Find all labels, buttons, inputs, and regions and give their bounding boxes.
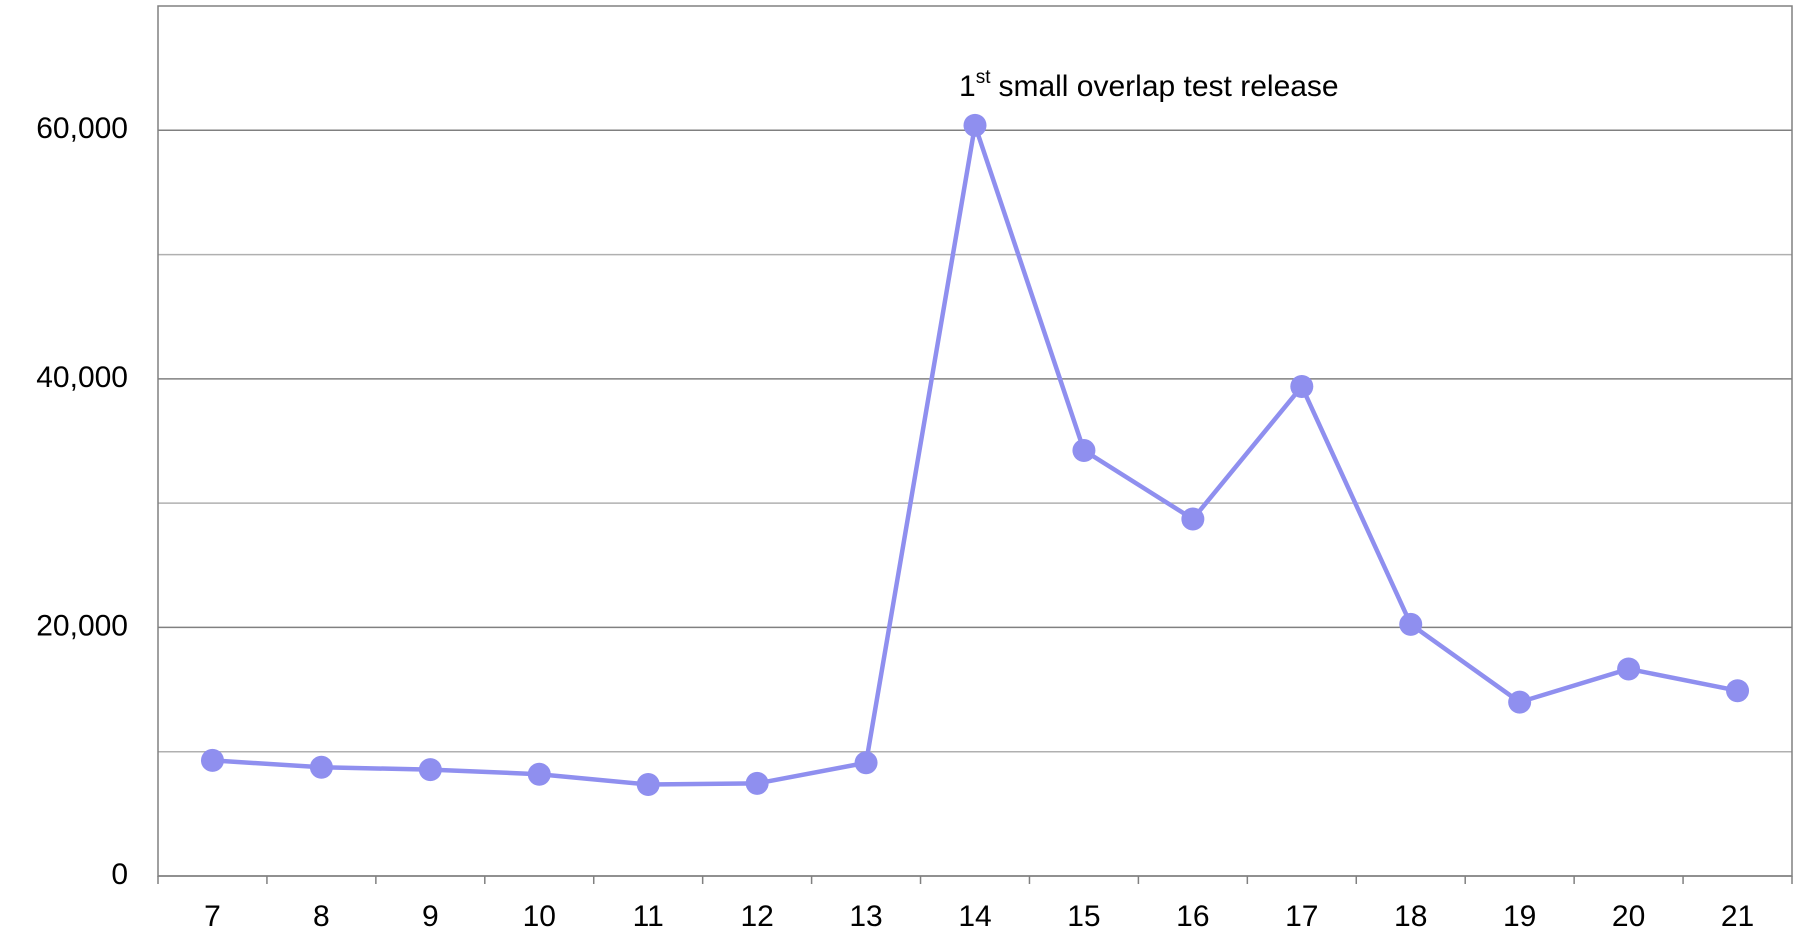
marker [1617, 657, 1641, 681]
x-tick-label: 17 [1285, 900, 1318, 933]
annotation-superscript: st [976, 67, 992, 88]
y-tick-label: 20,000 [36, 609, 128, 642]
x-tick-label: 14 [958, 900, 991, 933]
x-tick-label: 21 [1721, 900, 1754, 933]
marker [309, 755, 333, 779]
marker [745, 771, 769, 795]
marker [1726, 679, 1750, 703]
y-tick-label: 0 [111, 858, 128, 891]
annotation-number: 1 [959, 70, 976, 103]
x-tick-label: 8 [313, 900, 330, 933]
marker [1399, 612, 1423, 636]
y-tick-label: 60,000 [36, 112, 128, 145]
x-tick-label: 9 [422, 900, 439, 933]
marker [1508, 690, 1532, 714]
x-tick-label: 18 [1394, 900, 1427, 933]
x-tick-label: 11 [633, 900, 664, 933]
line [212, 124, 1738, 787]
marker [854, 751, 878, 775]
annotation: 1st small overlap test release [959, 67, 1339, 103]
x-tick-label: 10 [523, 900, 556, 933]
marker [636, 773, 660, 797]
x-tick-label: 15 [1067, 900, 1100, 933]
marker [200, 748, 224, 772]
x-tick-label: 16 [1176, 900, 1209, 933]
marker [418, 758, 442, 782]
x-tick-label: 13 [849, 900, 882, 933]
marker [1072, 438, 1096, 462]
x-tick-label: 12 [740, 900, 773, 933]
y-tick-label: 40,000 [36, 361, 128, 394]
marker [1181, 507, 1205, 531]
annotation-text: small overlap test release [998, 70, 1338, 103]
marker [1290, 374, 1314, 398]
x-tick-label: 19 [1503, 900, 1536, 933]
x-tick-label: 7 [204, 900, 221, 933]
x-tick-label: 20 [1612, 900, 1645, 933]
plot-frame [157, 5, 1793, 877]
marker [963, 113, 987, 137]
marker [527, 762, 551, 786]
